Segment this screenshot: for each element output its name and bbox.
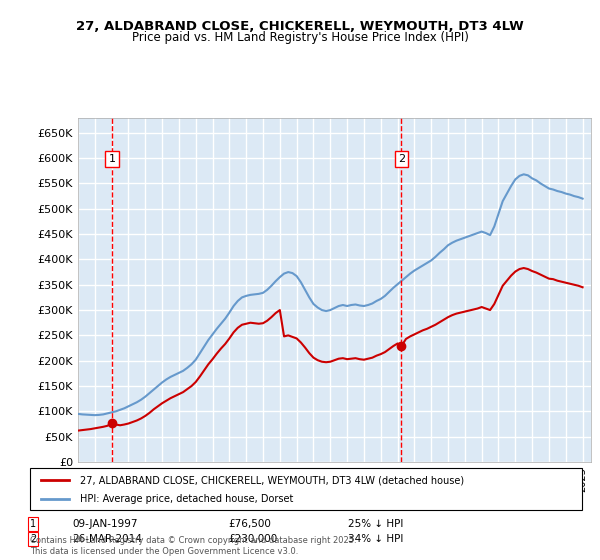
Text: 27, ALDABRAND CLOSE, CHICKERELL, WEYMOUTH, DT3 4LW (detached house): 27, ALDABRAND CLOSE, CHICKERELL, WEYMOUT… — [80, 475, 464, 485]
Text: 26-MAR-2014: 26-MAR-2014 — [72, 534, 142, 544]
Text: 1: 1 — [109, 154, 116, 164]
FancyBboxPatch shape — [30, 468, 582, 510]
Text: 34% ↓ HPI: 34% ↓ HPI — [348, 534, 403, 544]
Text: 1: 1 — [30, 519, 36, 529]
Text: Contains HM Land Registry data © Crown copyright and database right 2025.
This d: Contains HM Land Registry data © Crown c… — [30, 536, 356, 556]
Text: £76,500: £76,500 — [228, 519, 271, 529]
Text: 2: 2 — [30, 534, 36, 544]
Text: 27, ALDABRAND CLOSE, CHICKERELL, WEYMOUTH, DT3 4LW: 27, ALDABRAND CLOSE, CHICKERELL, WEYMOUT… — [76, 20, 524, 32]
Text: 09-JAN-1997: 09-JAN-1997 — [72, 519, 137, 529]
Text: HPI: Average price, detached house, Dorset: HPI: Average price, detached house, Dors… — [80, 494, 293, 504]
Text: 2: 2 — [398, 154, 405, 164]
Text: £230,000: £230,000 — [228, 534, 277, 544]
Text: 25% ↓ HPI: 25% ↓ HPI — [348, 519, 403, 529]
Text: Price paid vs. HM Land Registry's House Price Index (HPI): Price paid vs. HM Land Registry's House … — [131, 31, 469, 44]
